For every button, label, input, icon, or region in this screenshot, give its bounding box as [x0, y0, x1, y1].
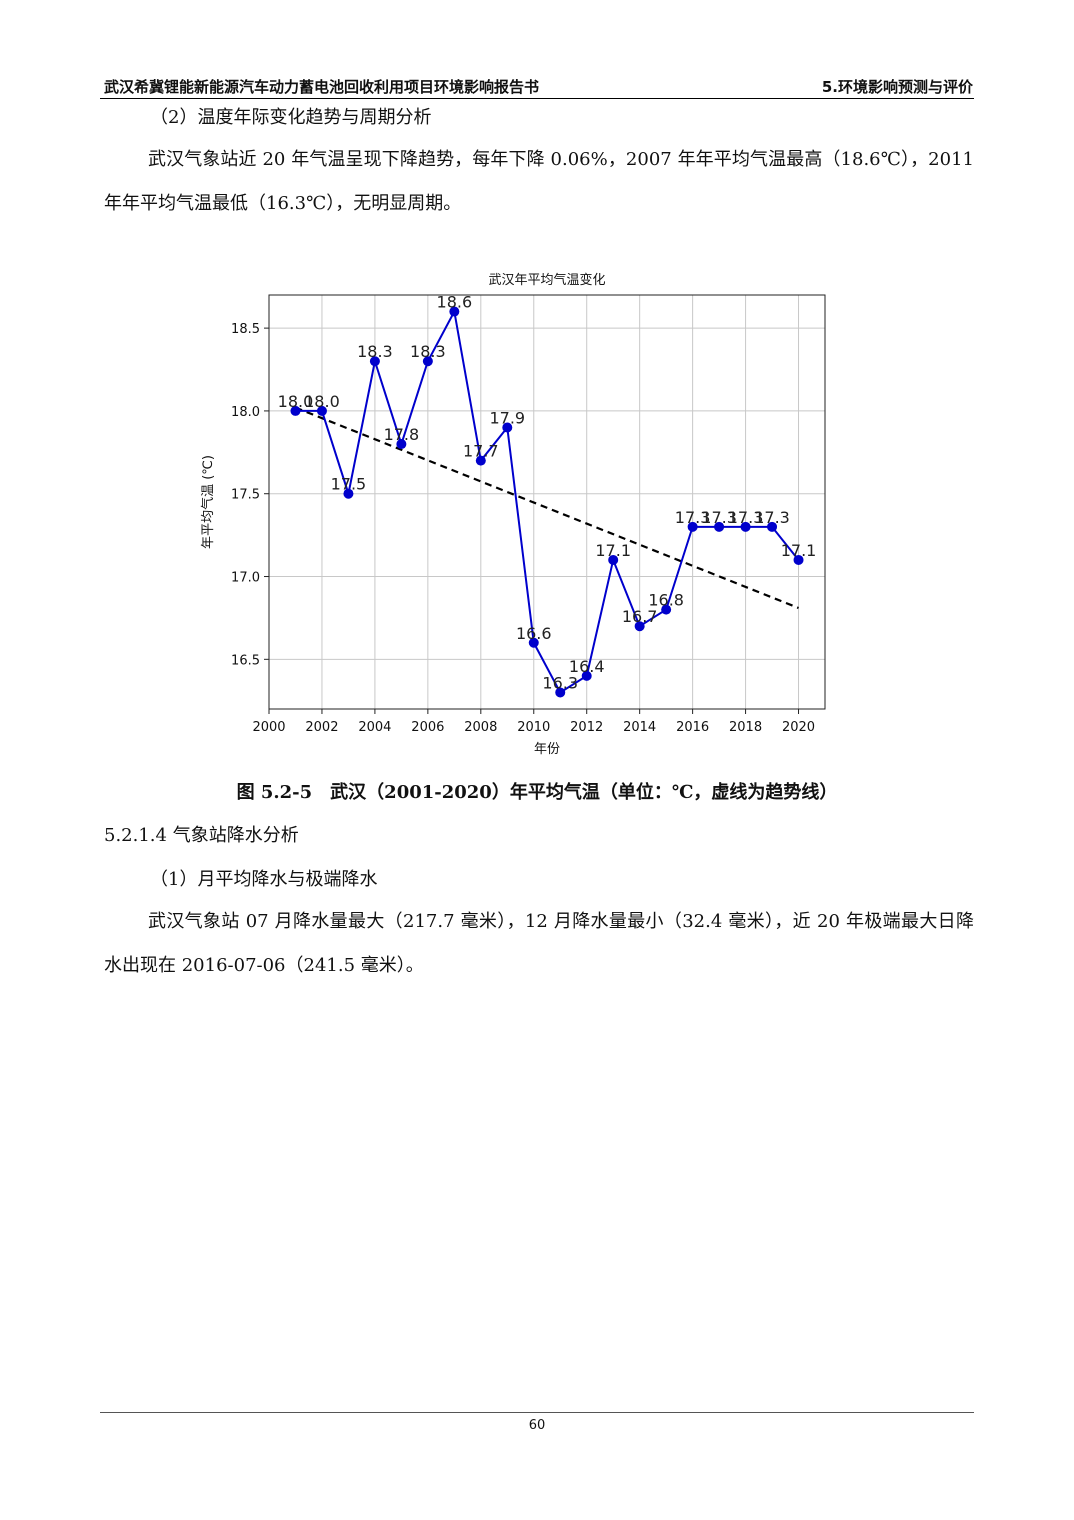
- data-label: 17.8: [384, 425, 420, 444]
- header-document-title: 武汉希冀锂能新能源汽车动力蓄电池回收利用项目环境影响报告书: [104, 78, 540, 96]
- precipitation-section-heading: 5.2.1.4 气象站降水分析: [104, 825, 299, 846]
- data-label: 17.5: [331, 475, 367, 494]
- data-label: 17.3: [701, 508, 737, 527]
- data-label: 18.6: [437, 293, 473, 312]
- header-divider: [100, 98, 974, 99]
- data-point: [475, 455, 486, 466]
- data-label: 16.7: [622, 607, 658, 626]
- plot-frame: [268, 294, 826, 710]
- page-number: 60: [528, 1418, 546, 1433]
- data-label: 17.1: [781, 541, 817, 560]
- y-axis-label: 年平均气温 (℃): [200, 455, 216, 549]
- y-tick-label: 18.0: [231, 405, 260, 420]
- temperature-paragraph: 武汉气象站近 20 年气温呈现下降趋势，每年下降 0.06%，2007 年年平均…: [104, 149, 974, 214]
- data-label: 17.3: [728, 508, 764, 527]
- data-point: [422, 356, 433, 367]
- data-point: [555, 687, 566, 698]
- data-point: [369, 356, 380, 367]
- data-point: [608, 554, 619, 565]
- data-point: [740, 521, 751, 532]
- data-label: 16.6: [516, 624, 552, 643]
- data-point: [793, 554, 804, 565]
- x-tick-label: 2018: [729, 720, 762, 735]
- data-label: 17.7: [463, 442, 499, 461]
- data-point: [714, 521, 725, 532]
- data-label: 18.3: [410, 342, 446, 361]
- y-tick-label: 18.5: [231, 322, 260, 337]
- data-point: [396, 439, 407, 450]
- x-tick-label: 2006: [411, 720, 444, 735]
- x-tick-label: 2014: [623, 720, 656, 735]
- data-label: 16.8: [648, 591, 684, 610]
- chart-title: 武汉年平均气温变化: [488, 272, 605, 288]
- data-point: [316, 405, 327, 416]
- precipitation-subheading: （1）月平均降水与极端降水: [150, 869, 378, 890]
- x-tick-label: 2020: [782, 720, 815, 735]
- precipitation-paragraph: 武汉气象站 07 月降水量最大（217.7 毫米），12 月降水量最小（32.4…: [104, 911, 974, 976]
- data-label: 18.0: [304, 392, 340, 411]
- x-tick-label: 2000: [252, 720, 285, 735]
- x-tick-label: 2004: [358, 720, 391, 735]
- data-label: 17.3: [754, 508, 790, 527]
- data-point: [502, 422, 513, 433]
- data-point: [449, 306, 460, 317]
- data-point: [290, 405, 301, 416]
- data-point: [687, 521, 698, 532]
- data-point: [581, 670, 592, 681]
- data-point: [634, 621, 645, 632]
- x-tick-label: 2012: [570, 720, 603, 735]
- data-label: 16.4: [569, 657, 605, 676]
- data-point: [661, 604, 672, 615]
- x-tick-label: 2016: [676, 720, 709, 735]
- data-point: [343, 488, 354, 499]
- data-label: 17.9: [489, 408, 525, 427]
- y-tick-label: 16.5: [231, 653, 260, 668]
- x-tick-label: 2008: [464, 720, 497, 735]
- y-tick-label: 17.5: [231, 488, 260, 503]
- footer-divider: [100, 1412, 974, 1413]
- header-chapter-title: 5.环境影响预测与评价: [821, 78, 973, 96]
- data-label: 17.3: [675, 508, 711, 527]
- x-tick-label: 2002: [305, 720, 338, 735]
- trend-line: [295, 406, 799, 610]
- data-label: 17.1: [595, 541, 631, 560]
- data-point: [528, 637, 539, 648]
- data-label: 18.3: [357, 342, 393, 361]
- x-tick-label: 2010: [517, 720, 550, 735]
- x-axis-label: 年份: [534, 742, 560, 757]
- figure-caption: 图 5.2-5 武汉（2001-2020）年平均气温（单位：℃，虚线为趋势线）: [236, 782, 838, 803]
- data-label: 18.0: [278, 392, 314, 411]
- temperature-line-chart: 武汉年平均气温变化 2000 2002 2004 2006 2008 2010 2012 201…: [200, 272, 826, 757]
- data-point: [767, 521, 778, 532]
- temperature-subheading: （2）温度年际变化趋势与周期分析: [150, 107, 432, 128]
- y-tick-label: 17.0: [231, 571, 260, 586]
- data-label: 16.3: [542, 673, 578, 692]
